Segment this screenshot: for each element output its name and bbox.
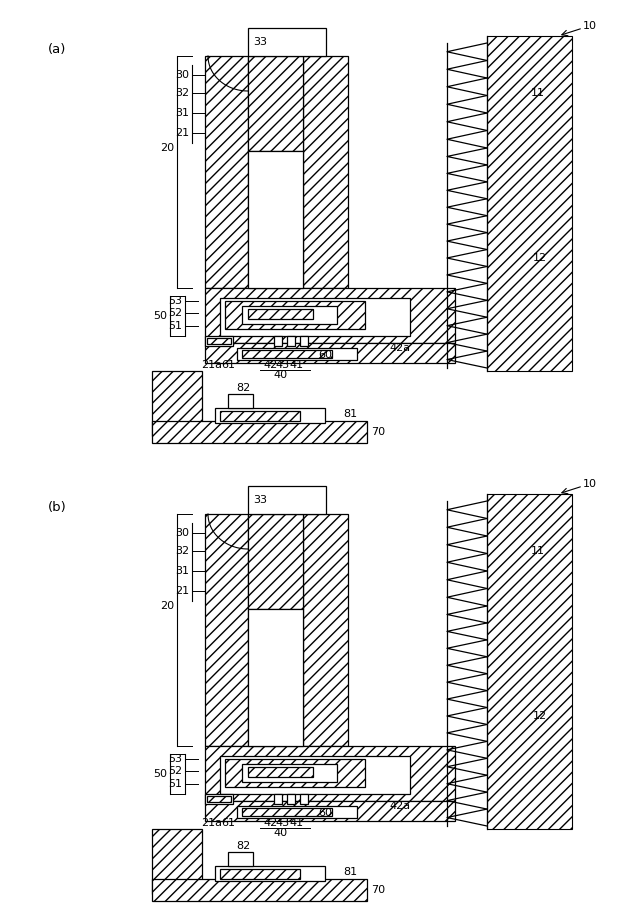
Bar xyxy=(152,371,202,436)
Text: 12: 12 xyxy=(533,253,547,263)
Bar xyxy=(242,808,332,816)
Bar xyxy=(248,514,303,609)
Text: 11: 11 xyxy=(531,88,545,98)
Text: 21a: 21a xyxy=(202,818,223,828)
Text: 52: 52 xyxy=(168,766,182,776)
Text: 41: 41 xyxy=(289,360,303,370)
Text: 53: 53 xyxy=(168,754,182,764)
Text: 30: 30 xyxy=(175,528,189,538)
Bar xyxy=(225,301,365,329)
Text: 42a: 42a xyxy=(389,801,411,811)
Text: 41: 41 xyxy=(289,818,303,828)
Bar xyxy=(152,879,367,901)
Text: 21a: 21a xyxy=(202,360,223,370)
Bar xyxy=(487,36,572,371)
Bar xyxy=(300,794,308,804)
Text: 20: 20 xyxy=(160,143,174,153)
Bar xyxy=(228,852,253,866)
Bar xyxy=(220,298,410,336)
Text: 31: 31 xyxy=(175,566,189,576)
Text: 50: 50 xyxy=(153,769,167,779)
Bar xyxy=(205,794,233,804)
Bar xyxy=(287,794,295,804)
Bar xyxy=(152,421,367,443)
Text: (a): (a) xyxy=(48,43,67,56)
Bar xyxy=(487,494,572,829)
Bar xyxy=(242,350,332,358)
Text: 30: 30 xyxy=(175,70,189,80)
Text: 21: 21 xyxy=(175,128,189,138)
Bar xyxy=(242,764,337,782)
Text: 20: 20 xyxy=(160,601,174,611)
Bar xyxy=(225,759,365,787)
Text: 40: 40 xyxy=(273,370,287,380)
Text: 21: 21 xyxy=(175,586,189,596)
Bar xyxy=(205,343,455,363)
Text: 70: 70 xyxy=(371,885,385,895)
Text: 42: 42 xyxy=(264,360,278,370)
Bar xyxy=(248,767,313,777)
Bar xyxy=(248,609,303,746)
Bar xyxy=(220,411,300,421)
Bar xyxy=(303,514,348,746)
Bar xyxy=(207,338,231,344)
Bar xyxy=(152,829,202,894)
Text: 11: 11 xyxy=(531,546,545,556)
Text: 60: 60 xyxy=(318,808,332,818)
Bar xyxy=(237,348,357,360)
Bar xyxy=(248,56,303,151)
Bar xyxy=(248,151,303,288)
Text: 53: 53 xyxy=(168,296,182,306)
Text: 42a: 42a xyxy=(389,343,411,353)
Text: 42: 42 xyxy=(264,818,278,828)
Bar xyxy=(248,28,326,56)
Text: 12: 12 xyxy=(533,711,547,721)
Bar xyxy=(300,336,308,346)
Text: 32: 32 xyxy=(175,88,189,98)
Text: 82: 82 xyxy=(236,841,250,851)
Bar xyxy=(228,394,253,408)
Text: 31: 31 xyxy=(175,108,189,118)
Bar xyxy=(220,869,300,879)
Bar xyxy=(205,801,455,821)
Bar xyxy=(205,56,248,288)
Text: 70: 70 xyxy=(371,427,385,437)
Bar xyxy=(205,514,248,746)
Bar xyxy=(215,408,325,423)
Bar xyxy=(274,794,282,804)
Bar xyxy=(207,796,231,802)
Bar xyxy=(287,336,295,346)
Text: 61: 61 xyxy=(221,818,235,828)
Text: 43: 43 xyxy=(276,818,290,828)
Bar xyxy=(220,756,410,794)
Bar xyxy=(215,866,325,881)
Text: 51: 51 xyxy=(168,321,182,331)
Text: 50: 50 xyxy=(153,311,167,321)
Bar xyxy=(205,746,455,801)
Text: 32: 32 xyxy=(175,546,189,556)
Text: 51: 51 xyxy=(168,779,182,789)
Text: 43: 43 xyxy=(276,360,290,370)
Text: 81: 81 xyxy=(343,409,357,419)
Bar xyxy=(248,486,326,514)
Text: 33: 33 xyxy=(253,495,267,505)
Text: 60: 60 xyxy=(318,350,332,360)
Text: 40: 40 xyxy=(273,828,287,838)
Text: 52: 52 xyxy=(168,308,182,318)
Bar xyxy=(274,336,282,346)
Bar xyxy=(242,306,337,324)
Text: 10: 10 xyxy=(583,21,597,31)
Text: 82: 82 xyxy=(236,383,250,393)
Bar xyxy=(303,56,348,288)
Text: 33: 33 xyxy=(253,37,267,47)
Text: 10: 10 xyxy=(583,479,597,489)
Text: 81: 81 xyxy=(343,867,357,877)
Bar xyxy=(205,288,455,343)
Text: 61: 61 xyxy=(221,360,235,370)
Bar xyxy=(248,309,313,319)
Bar xyxy=(205,336,233,346)
Text: (b): (b) xyxy=(48,502,67,515)
Bar xyxy=(237,806,357,818)
